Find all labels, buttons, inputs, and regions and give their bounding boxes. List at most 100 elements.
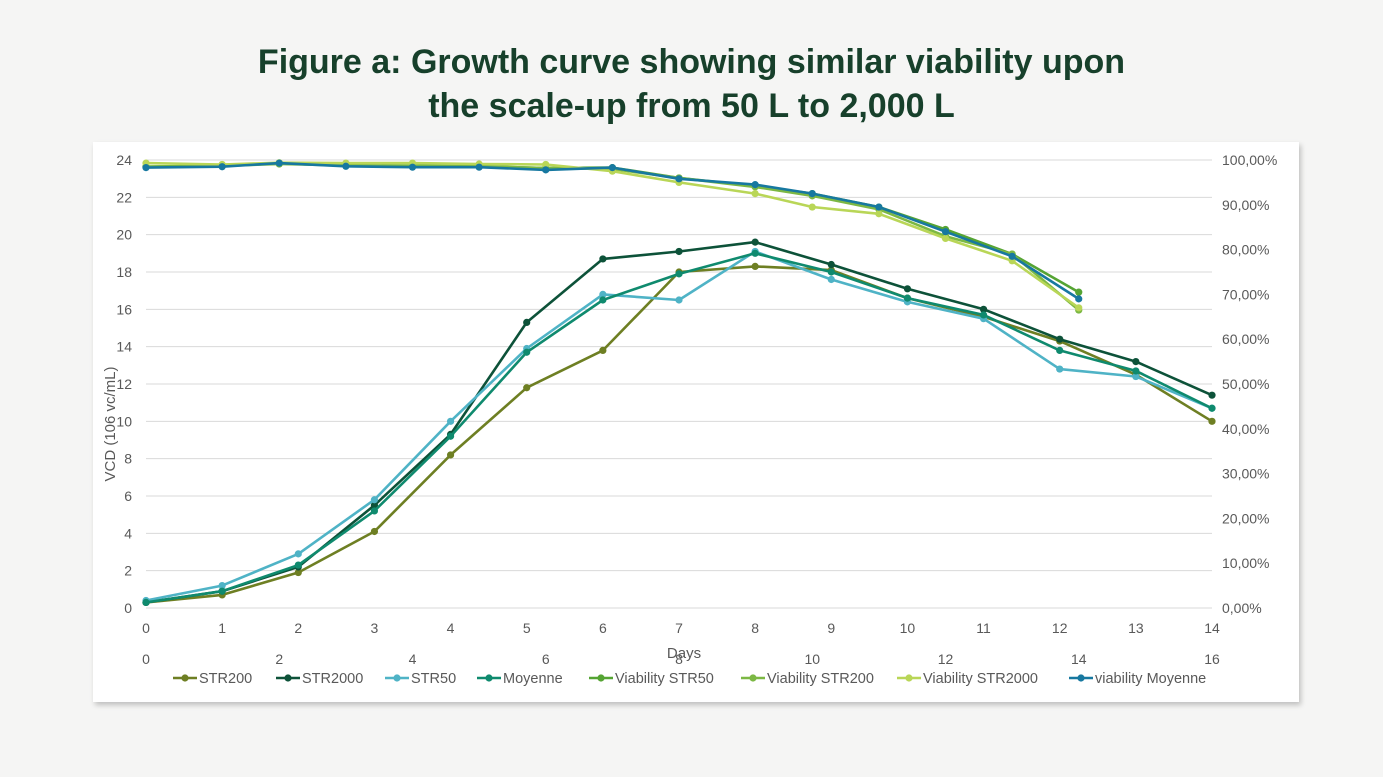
data-point (675, 296, 683, 304)
y-right-tick-label: 0,00% (1222, 600, 1262, 616)
x-secondary-tick-label: 0 (142, 651, 150, 667)
data-point (903, 294, 912, 302)
data-point (370, 501, 379, 509)
x-secondary-tick-label: 10 (804, 651, 820, 667)
data-point (142, 598, 150, 606)
data-point (751, 190, 759, 198)
x-tick-label: 2 (294, 620, 302, 636)
data-point (675, 247, 683, 256)
y-right-tick-label: 60,00% (1222, 331, 1269, 347)
x-tick-label: 5 (523, 620, 531, 636)
legend-label: Viability STR200 (767, 671, 874, 687)
data-point (675, 175, 683, 183)
y-left-tick-label: 22 (116, 189, 132, 205)
data-point (599, 255, 607, 263)
y-right-tick-label: 10,00% (1222, 555, 1269, 571)
data-point (875, 203, 883, 211)
data-point (342, 162, 350, 170)
data-point (827, 268, 835, 276)
y-left-tick-label: 12 (116, 376, 132, 392)
legend-swatch-marker (284, 674, 292, 682)
data-point (218, 582, 226, 590)
data-point (218, 587, 226, 595)
x-axis-title: Days (667, 645, 701, 662)
data-point (1132, 358, 1140, 366)
data-point (941, 228, 950, 236)
y-right-tick-label: 80,00% (1222, 242, 1269, 258)
data-point (523, 384, 531, 392)
data-point (875, 210, 883, 218)
y-left-tick-label: 14 (116, 339, 132, 355)
data-point (675, 270, 683, 278)
data-point (1056, 346, 1064, 354)
y-left-tick-label: 10 (116, 413, 132, 429)
x-tick-label: 8 (751, 620, 759, 636)
x-tick-label: 7 (675, 620, 683, 636)
y-left-tick-label: 18 (116, 264, 132, 280)
y-left-tick-label: 24 (116, 152, 132, 168)
data-point (808, 203, 816, 211)
x-tick-label: 11 (976, 620, 991, 636)
x-secondary-tick-label: 2 (275, 651, 283, 667)
x-tick-label: 9 (827, 620, 835, 636)
data-point (1056, 365, 1064, 373)
y-right-tick-label: 90,00% (1222, 197, 1269, 213)
y-right-tick-label: 100,00% (1222, 152, 1277, 168)
data-point (827, 260, 835, 269)
series-line-str50 (144, 250, 1214, 602)
data-point (294, 561, 302, 569)
data-point (446, 432, 455, 440)
data-point (218, 163, 226, 171)
legend-label: Moyenne (503, 671, 563, 687)
x-secondary-tick-label: 6 (542, 651, 550, 667)
y-left-tick-label: 6 (124, 488, 132, 504)
data-point (979, 305, 988, 313)
data-point (1132, 367, 1140, 375)
y-left-tick-label: 2 (124, 563, 132, 579)
data-point (370, 527, 379, 536)
x-tick-label: 3 (371, 620, 379, 636)
data-point (523, 318, 531, 326)
data-point (294, 550, 302, 558)
data-point (827, 275, 835, 284)
y-right-tick-label: 40,00% (1222, 421, 1269, 437)
data-point (599, 290, 607, 298)
chart-title-line-2: the scale-up from 50 L to 2,000 L (428, 87, 955, 125)
x-tick-label: 14 (1204, 620, 1220, 636)
legend-label: Viability STR50 (615, 671, 714, 687)
data-point (446, 451, 455, 459)
x-tick-label: 6 (599, 620, 607, 636)
data-point (751, 249, 759, 257)
data-point (751, 181, 759, 189)
y-right-tick-label: 20,00% (1222, 510, 1269, 526)
y-left-tick-label: 4 (124, 525, 132, 541)
legend-label: STR200 (199, 671, 252, 687)
y-right-tick-label: 50,00% (1222, 376, 1269, 392)
data-point (1075, 295, 1083, 303)
data-point (1075, 304, 1083, 312)
x-tick-label: 12 (1052, 620, 1068, 636)
data-point (1075, 288, 1083, 296)
data-point (1132, 372, 1140, 381)
data-point (608, 164, 616, 172)
legend-label: viability Moyenne (1095, 671, 1206, 687)
legend-swatch-marker (597, 674, 605, 682)
growth-curve-chart: 0246810121416182022240,00%10,00%20,00%30… (102, 152, 1277, 687)
data-point (808, 190, 816, 198)
x-tick-label: 13 (1128, 620, 1144, 636)
data-point (370, 507, 379, 515)
x-tick-label: 10 (900, 620, 916, 636)
x-secondary-tick-label: 14 (1071, 651, 1087, 667)
y-axis-title: VCD (106 vc/mL) (102, 366, 119, 481)
x-tick-label: 0 (142, 620, 150, 636)
chart-panel: 0 2 4 6 8 10 12 14 16 18 20 22 24 0,00% 10,00% 20,00% 30… (93, 142, 1299, 702)
data-point (408, 163, 417, 171)
y-left-tick-label: 16 (116, 301, 132, 317)
y-right-tick-label: 70,00% (1222, 286, 1269, 302)
data-point (1208, 404, 1216, 412)
legend-swatch-marker (393, 674, 401, 682)
series-line-str200 (144, 265, 1214, 604)
y-left-tick-label: 8 (124, 451, 132, 467)
data-point (542, 166, 550, 174)
y-left-tick-label: 0 (124, 600, 132, 616)
